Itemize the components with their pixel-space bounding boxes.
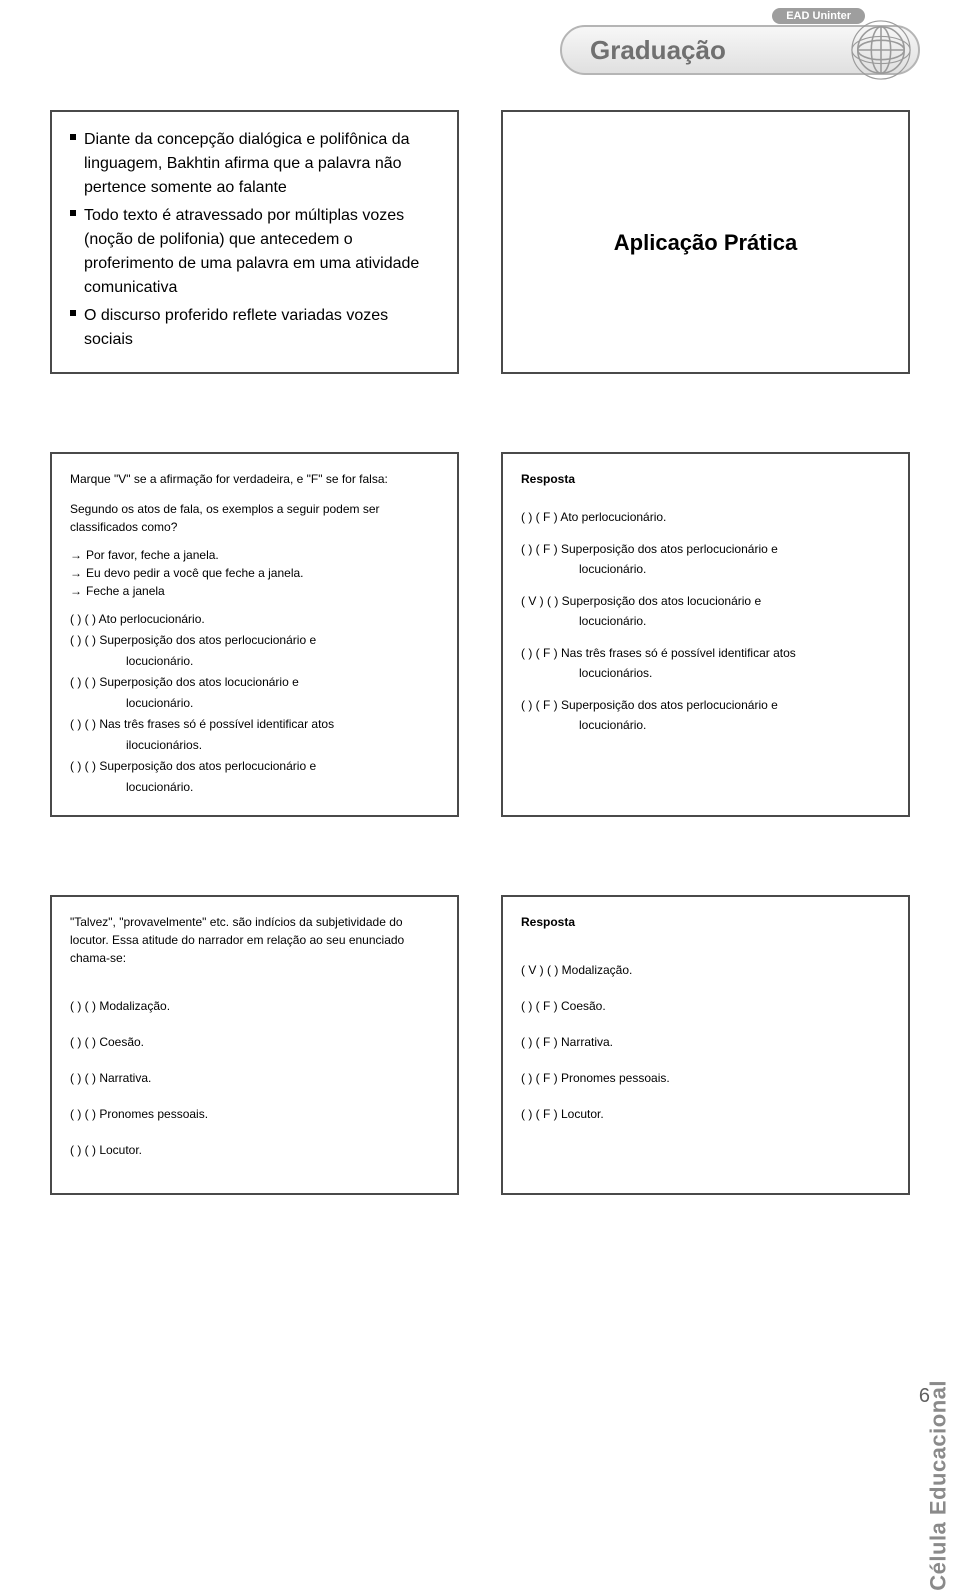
answer-d: ( ) ( F ) Nas três frases só é possível … [521, 644, 890, 662]
bullet-item: O discurso proferido reflete variadas vo… [70, 304, 439, 352]
answer-options: ( V ) ( ) Modalização. ( ) ( F ) Coesão.… [521, 961, 890, 1123]
answer-e: ( ) ( F ) Locutor. [521, 1105, 890, 1123]
bullet-list: Diante da concepção dialógica e polifôni… [70, 128, 439, 352]
option-d: ( ) ( ) Pronomes pessoais. [70, 1105, 439, 1123]
page-number: 6 [919, 1385, 930, 1408]
answer-d: ( ) ( F ) Pronomes pessoais. [521, 1069, 890, 1087]
header-pill: Graduação [560, 25, 920, 75]
answer-options: ( ) ( F ) Ato perlocucionário. ( ) ( F )… [521, 508, 890, 734]
slide-bakhtin: Diante da concepção dialógica e polifôni… [50, 110, 459, 374]
option-c: ( ) ( ) Narrativa. [70, 1069, 439, 1087]
answer-c-cont: locucionário. [521, 612, 890, 630]
option-c: ( ) ( ) Superposição dos atos locucionár… [70, 673, 439, 691]
question-intro: Marque "V" se a afirmação for verdadeira… [70, 470, 439, 488]
option-d: ( ) ( ) Nas três frases só é possível id… [70, 715, 439, 733]
option-b: ( ) ( ) Coesão. [70, 1033, 439, 1051]
slide-answer-1: Resposta ( ) ( F ) Ato perlocucionário. … [501, 452, 910, 817]
globe-icon [850, 19, 912, 81]
answer-a: ( V ) ( ) Modalização. [521, 961, 890, 979]
answer-b: ( ) ( F ) Coesão. [521, 997, 890, 1015]
arrow-item: Por favor, feche a janela. [70, 546, 439, 564]
answer-e: ( ) ( F ) Superposição dos atos perlocuc… [521, 696, 890, 714]
answer-label: Resposta [521, 913, 890, 931]
arrow-list: Por favor, feche a janela. Eu devo pedir… [70, 546, 439, 600]
side-label: Célula Educacional [926, 1380, 952, 1591]
option-e: ( ) ( ) Superposição dos atos perlocucio… [70, 757, 439, 775]
option-c-cont: locucionário. [70, 694, 439, 712]
option-e: ( ) ( ) Locutor. [70, 1141, 439, 1159]
options-list: ( ) ( ) Ato perlocucionário. ( ) ( ) Sup… [70, 610, 439, 796]
option-a: ( ) ( ) Modalização. [70, 997, 439, 1015]
options-list: ( ) ( ) Modalização. ( ) ( ) Coesão. ( )… [70, 997, 439, 1159]
answer-b: ( ) ( F ) Superposição dos atos perlocuc… [521, 540, 890, 558]
answer-c: ( ) ( F ) Narrativa. [521, 1033, 890, 1051]
row-2: Marque "V" se a afirmação for verdadeira… [50, 452, 910, 817]
content-area: Diante da concepção dialógica e polifôni… [50, 110, 910, 1195]
row-3: "Talvez", "provavelmente" etc. são indíc… [50, 895, 910, 1195]
answer-a: ( ) ( F ) Ato perlocucionário. [521, 508, 890, 526]
row-1: Diante da concepção dialógica e polifôni… [50, 110, 910, 374]
answer-b-cont: locucionário. [521, 560, 890, 578]
slide-title-aplicacao: Aplicação Prática [501, 110, 910, 374]
option-b: ( ) ( ) Superposição dos atos perlocucio… [70, 631, 439, 649]
option-e-cont: locucionário. [70, 778, 439, 796]
slide-answer-2: Resposta ( V ) ( ) Modalização. ( ) ( F … [501, 895, 910, 1195]
header-title: Graduação [590, 35, 726, 66]
option-a: ( ) ( ) Ato perlocucionário. [70, 610, 439, 628]
answer-label: Resposta [521, 470, 890, 488]
option-b-cont: locucionário. [70, 652, 439, 670]
bullet-item: Diante da concepção dialógica e polifôni… [70, 128, 439, 200]
section-title: Aplicação Prática [614, 226, 797, 259]
slide-question-1: Marque "V" se a afirmação for verdadeira… [50, 452, 459, 817]
option-d-cont: ilocucionários. [70, 736, 439, 754]
question-text: "Talvez", "provavelmente" etc. são indíc… [70, 913, 439, 967]
arrow-item: Feche a janela [70, 582, 439, 600]
header-banner: EAD Uninter Graduação [560, 8, 920, 83]
question-text: Segundo os atos de fala, os exemplos a s… [70, 500, 439, 536]
answer-e-cont: locucionário. [521, 716, 890, 734]
arrow-item: Eu devo pedir a você que feche a janela. [70, 564, 439, 582]
answer-c: ( V ) ( ) Superposição dos atos locucion… [521, 592, 890, 610]
slide-question-2: "Talvez", "provavelmente" etc. são indíc… [50, 895, 459, 1195]
answer-d-cont: locucionários. [521, 664, 890, 682]
bullet-item: Todo texto é atravessado por múltiplas v… [70, 204, 439, 300]
